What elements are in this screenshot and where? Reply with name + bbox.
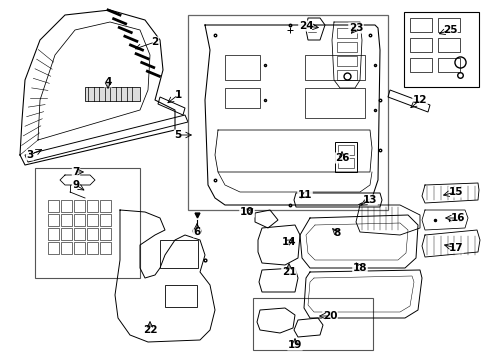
Bar — [74, 228, 85, 240]
Text: 5: 5 — [174, 130, 181, 140]
Text: 2: 2 — [151, 37, 158, 47]
Text: 14: 14 — [281, 237, 296, 247]
Bar — [337, 145, 353, 155]
Bar — [48, 214, 59, 226]
Bar — [61, 242, 72, 254]
Bar — [334, 142, 356, 172]
Text: 20: 20 — [322, 311, 337, 321]
Text: 9: 9 — [72, 180, 80, 190]
Text: 18: 18 — [352, 263, 366, 273]
Bar — [409, 58, 431, 72]
Bar — [403, 12, 478, 87]
Bar — [160, 240, 198, 268]
Text: 12: 12 — [412, 95, 427, 105]
Bar — [87, 242, 98, 254]
Text: 25: 25 — [442, 25, 456, 35]
Bar — [48, 200, 59, 212]
Bar — [224, 88, 260, 108]
Text: 24: 24 — [298, 21, 313, 31]
Bar — [336, 42, 356, 52]
Bar — [61, 214, 72, 226]
Text: 23: 23 — [348, 23, 363, 33]
Bar — [337, 158, 353, 168]
Text: 13: 13 — [362, 195, 376, 205]
Bar — [252, 298, 372, 350]
Bar — [100, 228, 111, 240]
Bar — [336, 28, 356, 38]
Text: 6: 6 — [193, 227, 200, 237]
Text: 4: 4 — [104, 77, 111, 87]
Text: 8: 8 — [333, 228, 340, 238]
Bar — [87, 200, 98, 212]
Bar — [187, 15, 387, 210]
Bar — [35, 168, 140, 278]
Bar — [100, 200, 111, 212]
Bar — [48, 242, 59, 254]
Bar — [87, 214, 98, 226]
Bar — [224, 55, 260, 80]
Bar — [437, 38, 459, 52]
Bar — [409, 18, 431, 32]
Bar — [437, 58, 459, 72]
Bar — [48, 228, 59, 240]
Bar — [336, 56, 356, 66]
Bar — [61, 200, 72, 212]
Text: 17: 17 — [448, 243, 462, 253]
Text: 19: 19 — [287, 340, 302, 350]
Text: 26: 26 — [334, 153, 348, 163]
Bar — [74, 242, 85, 254]
Bar — [74, 214, 85, 226]
Bar — [87, 228, 98, 240]
Bar — [100, 242, 111, 254]
Text: 15: 15 — [448, 187, 462, 197]
Bar — [61, 228, 72, 240]
Bar — [305, 88, 364, 118]
Bar — [336, 70, 356, 80]
Bar — [164, 285, 197, 307]
Text: 16: 16 — [450, 213, 464, 223]
Bar — [85, 87, 140, 101]
Text: 11: 11 — [297, 190, 312, 200]
Text: 21: 21 — [281, 267, 296, 277]
Text: 10: 10 — [239, 207, 254, 217]
Bar — [305, 55, 364, 80]
Bar — [437, 18, 459, 32]
Text: 7: 7 — [72, 167, 80, 177]
Bar — [100, 214, 111, 226]
Text: 1: 1 — [174, 90, 181, 100]
Bar — [74, 200, 85, 212]
Text: 3: 3 — [26, 150, 34, 160]
Bar — [409, 38, 431, 52]
Text: 22: 22 — [142, 325, 157, 335]
